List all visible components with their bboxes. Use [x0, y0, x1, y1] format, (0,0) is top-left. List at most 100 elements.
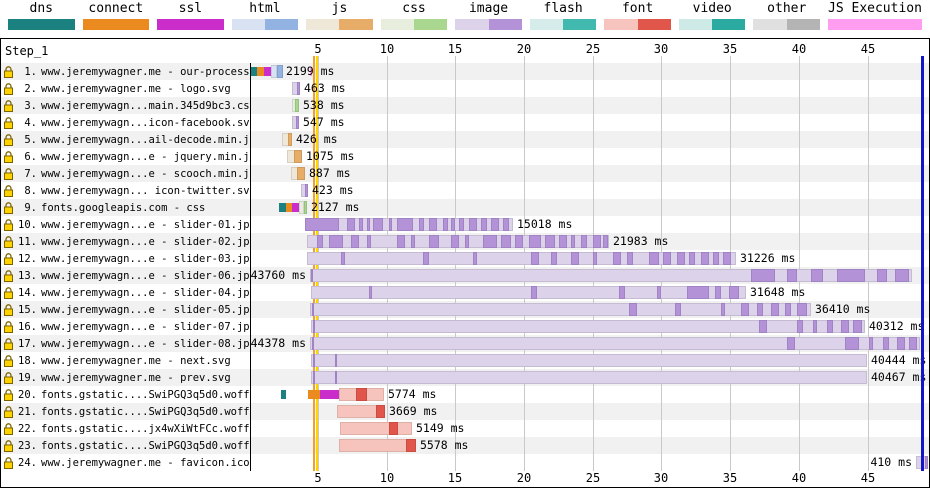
- segment-img_d: [515, 235, 523, 248]
- request-label-cell: 3. www.jeremywagn...main.345d9bc3.css: [1, 97, 251, 114]
- request-url[interactable]: www.jeremywagn...e - slider-08.jpg: [41, 337, 251, 350]
- legend-label: font: [621, 1, 654, 16]
- request-url[interactable]: fonts.googleapis.com - css: [41, 201, 206, 214]
- segment-img_d: [613, 252, 621, 265]
- request-url[interactable]: www.jeremywagner.me - next.svg: [41, 354, 231, 367]
- request-row: 21. fonts.gstatic....SwiPGQ3q5d0.woff2 366…: [1, 403, 929, 420]
- request-url[interactable]: www.jeremywagn...e - slider-02.jpg: [41, 235, 251, 248]
- waterfall-cell: 5774 ms: [251, 386, 929, 403]
- request-label-cell: 13. www.jeremywagn...e - slider-06.jpg: [1, 267, 251, 284]
- request-url[interactable]: www.jeremywagn...e - slider-04.jpg: [41, 286, 251, 299]
- request-label-cell: 16. www.jeremywagn...e - slider-07.jpg: [1, 318, 251, 335]
- legend-item-ssl: ssl: [157, 1, 224, 30]
- lock-icon: [4, 422, 13, 435]
- request-row: 6. www.jeremywagn...e - jquery.min.js 1075…: [1, 148, 929, 165]
- segment-img_d: [687, 286, 709, 299]
- request-row: 9. fonts.googleapis.com - css 2127 ms: [1, 199, 929, 216]
- request-url[interactable]: www.jeremywagn...e - slider-05.jpg: [41, 303, 251, 316]
- lock-icon: [4, 65, 13, 78]
- segment-img_d: [571, 235, 575, 248]
- lock-icon: [4, 320, 13, 333]
- duration-label: 887 ms: [309, 166, 351, 180]
- request-url[interactable]: www.jeremywagn...e - slider-03.jpg: [41, 252, 251, 265]
- legend-swatch: [231, 19, 299, 30]
- request-url[interactable]: www.jeremywagner.me - logo.svg: [41, 82, 231, 95]
- segment-img_d: [483, 235, 497, 248]
- legend-swatch: [8, 19, 75, 30]
- lock-icon: [4, 388, 13, 401]
- request-url[interactable]: fonts.gstatic....SwiPGQ3q5d0.woff2: [41, 439, 251, 452]
- segment-img_d: [531, 252, 539, 265]
- request-url[interactable]: www.jeremywagn...main.345d9bc3.css: [41, 99, 251, 112]
- legend-item-js-execution: JS Execution: [828, 1, 922, 30]
- legend-item-connect: connect: [82, 1, 150, 30]
- waterfall-cell: 44378 ms: [251, 335, 929, 352]
- duration-label: 43760 ms: [250, 268, 306, 282]
- step-label: Step_1: [5, 44, 49, 58]
- duration-label: 547 ms: [303, 115, 345, 129]
- request-url[interactable]: fonts.gstatic....jx4wXiWtFCc.woff2: [41, 422, 251, 435]
- request-number: 10.: [18, 218, 37, 231]
- segment-img_d: [369, 286, 372, 299]
- segment-img_d: [841, 320, 849, 333]
- request-url[interactable]: www.jeremywagn...e - slider-06.jpg: [41, 269, 251, 282]
- duration-label: 538 ms: [303, 98, 345, 112]
- duration-label: 15018 ms: [517, 217, 573, 231]
- segment-img_d: [429, 235, 439, 248]
- segment-img_d: [677, 252, 685, 265]
- resource-type-legend: dns connect ssl html js css image flash font vide…: [0, 0, 930, 38]
- request-url[interactable]: www.jeremywagn...icon-facebook.svg: [41, 116, 251, 129]
- request-label-cell: 19. www.jeremywagner.me - prev.svg: [1, 369, 251, 386]
- legend-swatch-color: [786, 19, 821, 30]
- legend-label: other: [767, 1, 807, 16]
- segment-img_d: [491, 218, 499, 231]
- segment-img_d: [397, 235, 405, 248]
- waterfall-cell: 40467 ms: [251, 369, 929, 386]
- axis-tick-label: 15: [447, 42, 463, 56]
- request-label-cell: 21. fonts.gstatic....SwiPGQ3q5d0.woff2: [1, 403, 251, 420]
- duration-label: 5774 ms: [388, 387, 437, 401]
- legend-label: js: [331, 1, 348, 16]
- legend-swatch-color: [455, 19, 489, 30]
- axis-tick-label: 45: [860, 471, 876, 485]
- request-url[interactable]: www.jeremywagn...e - slider-07.jpg: [41, 320, 251, 333]
- segment-js_d: [288, 133, 292, 146]
- legend-swatch: [82, 19, 150, 30]
- gridline: [799, 56, 800, 471]
- segment-img_d: [313, 320, 315, 333]
- legend-item-css: css: [380, 1, 448, 30]
- segment-img_d: [312, 303, 314, 316]
- segment-img_d: [469, 218, 477, 231]
- legend-item-js: js: [306, 1, 373, 30]
- segment-img_l: [292, 116, 299, 129]
- segment-img_d: [785, 303, 791, 316]
- request-url[interactable]: www.jeremywagner.me - our-process: [41, 65, 250, 78]
- lock-icon: [4, 184, 13, 197]
- request-url[interactable]: fonts.gstatic....SwiPGQ3q5d0.woff2: [41, 388, 251, 401]
- request-url[interactable]: www.jeremywagn...e - slider-01.jpg: [41, 218, 251, 231]
- segment-img_d: [925, 456, 928, 469]
- request-url[interactable]: fonts.gstatic....SwiPGQ3q5d0.woff2: [41, 405, 251, 418]
- request-number: 15.: [18, 303, 37, 316]
- lock-icon: [4, 235, 13, 248]
- request-label-cell: 7. www.jeremywagn...e - scooch.min.js: [1, 165, 251, 182]
- time-axis-bottom: 5 10 15 20 25 30 35 40 45: [1, 471, 929, 487]
- segment-font_l: [340, 422, 412, 435]
- request-url[interactable]: www.jeremywagn...e - jquery.min.js: [41, 150, 251, 163]
- segment-img_l: [311, 371, 867, 384]
- segment-img_d: [771, 303, 779, 316]
- legend-item-flash: flash: [529, 1, 597, 30]
- request-url[interactable]: www.jeremywagn... icon-twitter.svg: [41, 184, 251, 197]
- legend-label: JS Execution: [828, 1, 922, 16]
- request-row: 12. www.jeremywagn...e - slider-03.jpg 312…: [1, 250, 929, 267]
- request-url[interactable]: www.jeremywagner.me - favicon.ico: [41, 456, 250, 469]
- segment-img_d: [837, 269, 865, 282]
- legend-swatch-color: [828, 19, 922, 30]
- legend-swatch: [753, 19, 821, 30]
- request-number: 19.: [18, 371, 37, 384]
- request-row: 20. fonts.gstatic....SwiPGQ3q5d0.woff2 577…: [1, 386, 929, 403]
- request-number: 7.: [24, 167, 37, 180]
- request-url[interactable]: www.jeremywagner.me - prev.svg: [41, 371, 231, 384]
- request-url[interactable]: www.jeremywagn...e - scooch.min.js: [41, 167, 251, 180]
- request-url[interactable]: www.jeremywagn...ail-decode.min.js: [41, 133, 251, 146]
